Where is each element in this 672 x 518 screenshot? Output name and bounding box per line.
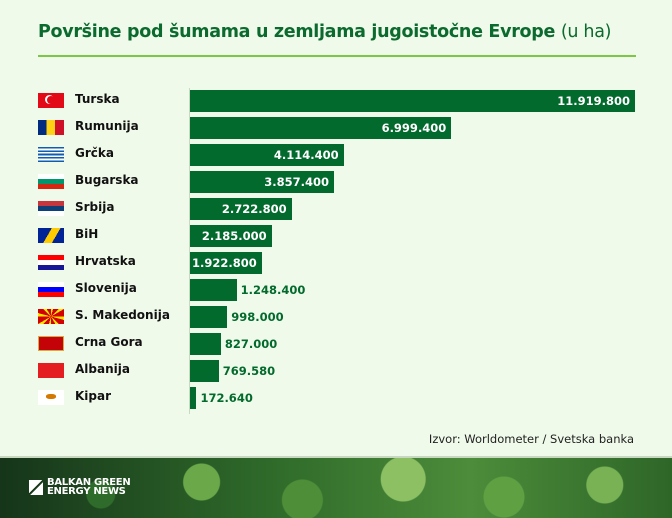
flag-montenegro-icon xyxy=(38,336,64,351)
bar-row: Slovenija 1.248.400 xyxy=(0,276,672,303)
title-unit: (u ha) xyxy=(560,22,612,42)
source-note: Izvor: Worldometer / Svetska banka xyxy=(428,432,634,446)
data-label: 3.857.400 xyxy=(264,175,330,189)
flag-serbia-icon xyxy=(38,201,64,216)
category-label: Bugarska xyxy=(75,173,139,187)
data-label: 2.722.800 xyxy=(221,202,287,216)
flag-albania-icon xyxy=(38,363,64,378)
data-label: 6.999.400 xyxy=(381,121,447,135)
logo-icon xyxy=(29,479,43,495)
bar xyxy=(190,333,221,355)
bar-row: Rumunija 6.999.400 xyxy=(0,114,672,141)
bar xyxy=(190,252,262,274)
flag-turkey-icon xyxy=(38,93,64,108)
category-label: Rumunija xyxy=(75,119,139,133)
bar-row: S. Makedonija 998.000 xyxy=(0,303,672,330)
bar xyxy=(190,117,452,139)
bar xyxy=(190,360,219,382)
flag-bulgaria-icon xyxy=(38,174,64,189)
data-label: 1.248.400 xyxy=(240,283,306,297)
bar-row: Srbija 2.722.800 xyxy=(0,195,672,222)
flag-slovenia-icon xyxy=(38,282,64,297)
bar xyxy=(190,387,197,409)
category-label: Kipar xyxy=(75,389,112,403)
flag-bosnia-icon xyxy=(38,228,64,243)
bar-row: Crna Gora 827.000 xyxy=(0,330,672,357)
flag-greece-icon xyxy=(38,147,64,162)
bar xyxy=(190,225,272,247)
bar xyxy=(190,144,344,166)
data-label: 1.922.800 xyxy=(192,256,257,270)
bar xyxy=(190,171,334,193)
bar xyxy=(190,198,292,220)
category-label: Grčka xyxy=(75,146,114,160)
bar-row: Kipar 172.640 xyxy=(0,384,672,411)
bar-row: Hrvatska 1.922.800 xyxy=(0,249,672,276)
flag-north-macedonia-icon xyxy=(38,309,64,324)
forest-banner-image: BALKAN GREEN ENERGY NEWS xyxy=(0,456,672,518)
bar xyxy=(190,279,237,301)
flag-romania-icon xyxy=(38,120,64,135)
bar-row: Albanija 769.580 xyxy=(0,357,672,384)
flag-cyprus-icon xyxy=(38,390,64,405)
flag-croatia-icon xyxy=(38,255,64,270)
logo-line2: ENERGY NEWS xyxy=(47,486,126,497)
category-label: Turska xyxy=(75,92,120,106)
logo-line1: BALKAN GREEN xyxy=(47,477,131,488)
data-label: 998.000 xyxy=(231,310,284,324)
bar xyxy=(190,90,635,112)
category-label: S. Makedonija xyxy=(75,308,170,322)
title-underline xyxy=(38,55,636,57)
category-label: Srbija xyxy=(75,200,115,214)
bar-row: Grčka 4.114.400 xyxy=(0,141,672,168)
data-label: 4.114.400 xyxy=(273,148,339,162)
category-label: BiH xyxy=(75,227,99,241)
bar-row: Bugarska 3.857.400 xyxy=(0,168,672,195)
bar-row: Turska 11.919.800 xyxy=(0,87,672,114)
data-label: 11.919.800 xyxy=(557,94,630,108)
bar xyxy=(190,306,228,328)
data-label: 769.580 xyxy=(222,364,276,378)
data-label: 2.185.000 xyxy=(201,229,267,243)
category-label: Slovenija xyxy=(75,281,137,295)
data-label: 172.640 xyxy=(200,391,253,405)
chart-title: Površine pod šumama u zemljama jugoistoč… xyxy=(38,22,611,42)
logo: BALKAN GREEN ENERGY NEWS xyxy=(29,477,131,497)
category-label: Crna Gora xyxy=(75,335,143,349)
data-label: 827.000 xyxy=(224,337,278,351)
category-label: Hrvatska xyxy=(75,254,136,268)
bar-row: BiH 2.185.000 xyxy=(0,222,672,249)
category-label: Albanija xyxy=(75,362,130,376)
y-axis-line xyxy=(189,88,190,414)
title-text: Površine pod šumama u zemljama jugoistoč… xyxy=(38,22,556,42)
